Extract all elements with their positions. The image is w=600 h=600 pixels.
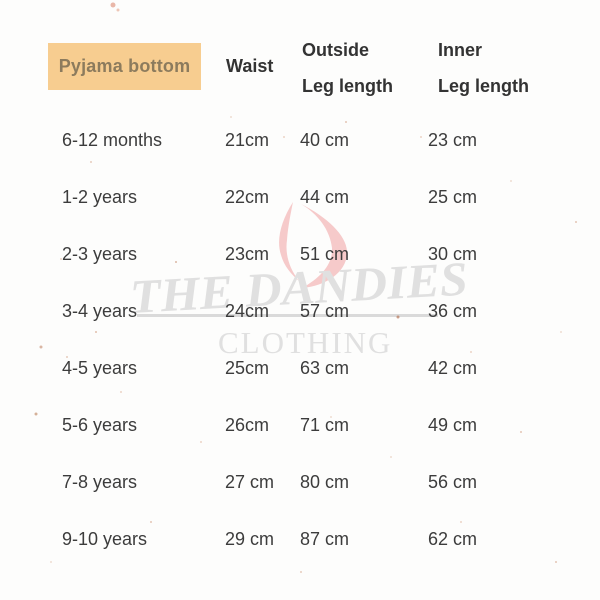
product-name-label: Pyjama bottom [58, 56, 191, 76]
inner-leg-cell: 23 cm [428, 130, 478, 150]
age-cell: 7-8 years [62, 472, 138, 492]
outside-leg-cell: 44 cm [300, 187, 350, 207]
outside-label: Outside [302, 40, 370, 60]
waist-cell: 26cm [225, 415, 270, 435]
age-cell: 6-12 months [62, 130, 163, 150]
table-row: 9-10 years 29 cm 87 cm 62 cm [0, 527, 600, 551]
inner-leg-cell: 42 cm [428, 358, 478, 378]
waist-cell: 21cm [225, 130, 270, 150]
table-row: 1-2 years 22cm 44 cm 25 cm [0, 185, 600, 209]
waist-cell: 29 cm [225, 529, 275, 549]
inner-leg-length-label: Leg length [438, 76, 529, 96]
table-row: 6-12 months 21cm 40 cm 23 cm [0, 128, 600, 152]
age-cell: 5-6 years [62, 415, 138, 435]
outside-leg-cell: 63 cm [300, 358, 350, 378]
brand-clothing-text: CLOTHING [218, 325, 392, 360]
inner-leg-column-header: Inner Leg length [438, 32, 529, 104]
inner-leg-cell: 36 cm [428, 301, 478, 321]
inner-leg-cell: 25 cm [428, 187, 478, 207]
age-cell: 3-4 years [62, 301, 138, 321]
table-row: 3-4 years 24cm 57 cm 36 cm [0, 299, 600, 323]
table-row: 4-5 years 25cm 63 cm 42 cm [0, 356, 600, 380]
dandies-logo-icon [279, 202, 348, 288]
outside-leg-column-header: Outside Leg length [302, 32, 393, 104]
table-row: 7-8 years 27 cm 80 cm 56 cm [0, 470, 600, 494]
inner-leg-cell: 62 cm [428, 529, 478, 549]
outside-leg-cell: 80 cm [300, 472, 350, 492]
inner-label: Inner [438, 40, 483, 60]
waist-cell: 25cm [225, 358, 270, 378]
inner-leg-cell: 56 cm [428, 472, 478, 492]
outside-leg-cell: 71 cm [300, 415, 350, 435]
table-row: 5-6 years 26cm 71 cm 49 cm [0, 413, 600, 437]
outside-leg-cell: 40 cm [300, 130, 350, 150]
table-rows: 6-12 months 21cm 40 cm 23 cm 1-2 years 2… [0, 128, 600, 584]
outside-leg-cell: 57 cm [300, 301, 350, 321]
brand-underline [137, 314, 438, 317]
age-cell: 4-5 years [62, 358, 138, 378]
age-cell: 9-10 years [62, 529, 148, 549]
table-row: 2-3 years 23cm 51 cm 30 cm [0, 242, 600, 266]
age-cell: 2-3 years [62, 244, 138, 264]
waist-cell: 27 cm [225, 472, 275, 492]
outside-leg-cell: 51 cm [300, 244, 350, 264]
waist-cell: 24cm [225, 301, 270, 321]
waist-cell: 22cm [225, 187, 270, 207]
waist-cell: 23cm [225, 244, 270, 264]
age-cell: 1-2 years [62, 187, 138, 207]
inner-leg-cell: 30 cm [428, 244, 478, 264]
waist-column-header: Waist [226, 56, 274, 76]
product-name-header: Pyjama bottom [48, 43, 201, 90]
inner-leg-cell: 49 cm [428, 415, 478, 435]
outside-leg-cell: 87 cm [300, 529, 350, 549]
outside-leg-length-label: Leg length [302, 76, 393, 96]
